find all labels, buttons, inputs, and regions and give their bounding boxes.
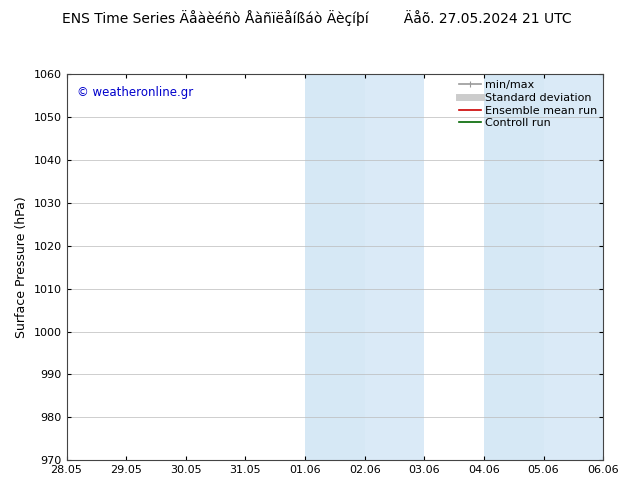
Bar (543, 74, 603, 460)
Text: ENS Time Series Äåàèéñò Åàñïëåíßáò Äèçíþí        Äåõ. 27.05.2024 21 UTC: ENS Time Series Äåàèéñò Åàñïëåíßáò Äèçíþ… (62, 10, 572, 26)
Y-axis label: Surface Pressure (hPa): Surface Pressure (hPa) (15, 196, 28, 338)
Text: © weatheronline.gr: © weatheronline.gr (77, 86, 193, 99)
Legend: min/max, Standard deviation, Ensemble mean run, Controll run: min/max, Standard deviation, Ensemble me… (456, 78, 600, 130)
Bar (365, 74, 424, 460)
Bar (484, 74, 543, 460)
Bar (305, 74, 365, 460)
